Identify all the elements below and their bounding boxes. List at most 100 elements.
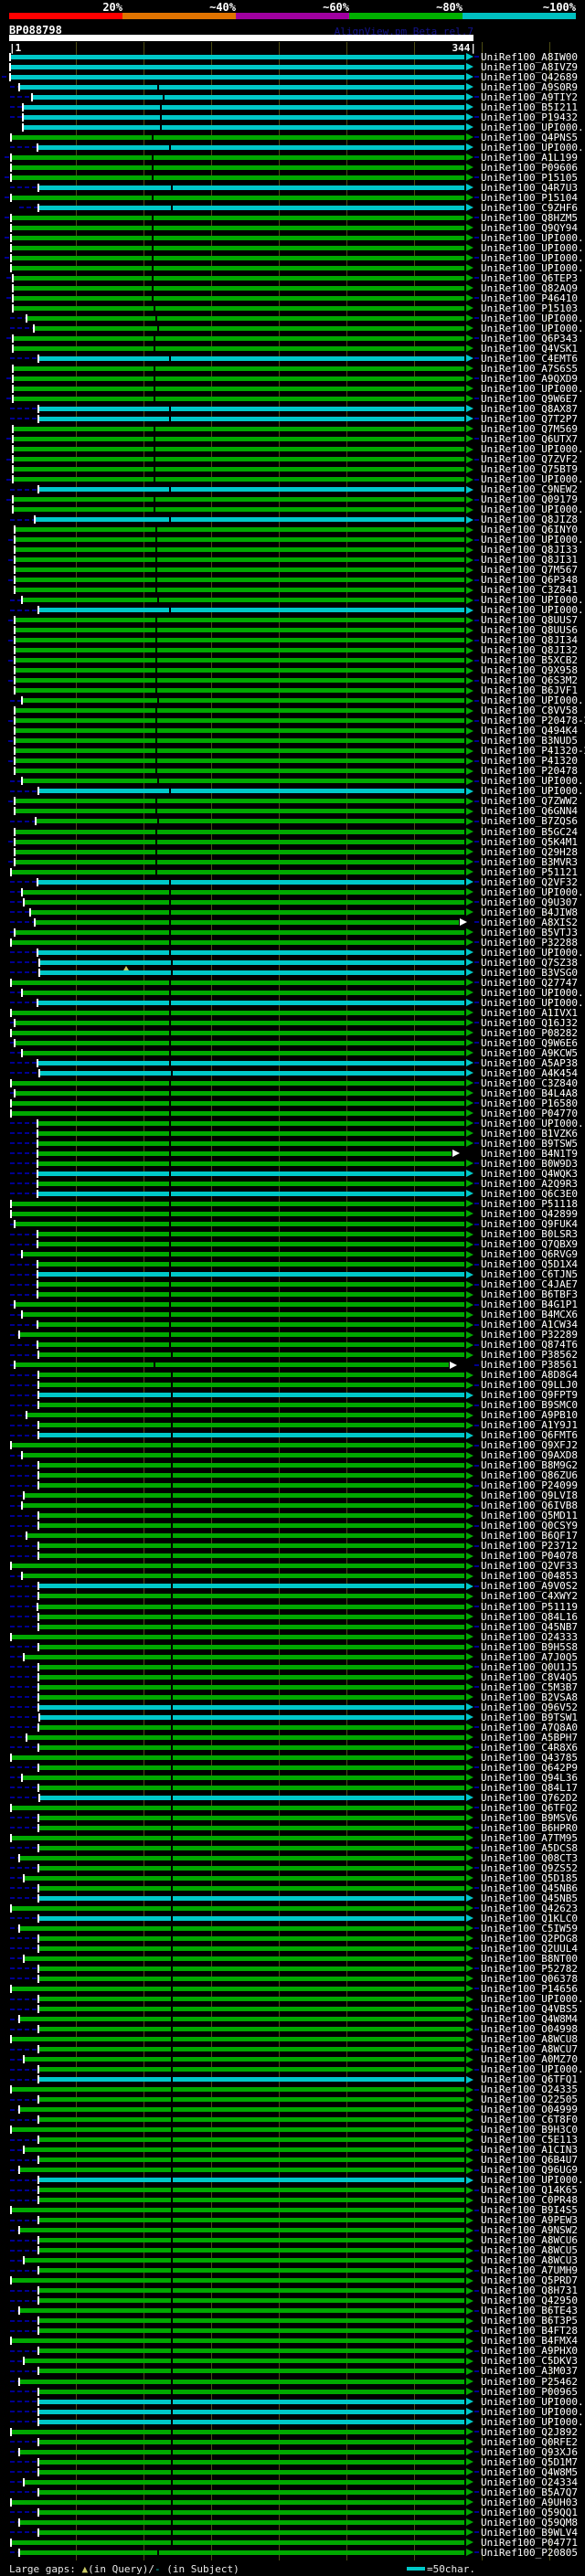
hit-label[interactable]: UniRef100_Q874T6	[481, 1339, 578, 1352]
alignment-bar[interactable]	[39, 2469, 464, 2475]
alignment-bar[interactable]	[38, 1140, 464, 1146]
hit-label[interactable]: UniRef100_UPI000..	[481, 251, 585, 264]
alignment-bar[interactable]	[39, 1614, 464, 1619]
hit-label[interactable]: UniRef100_UPI000..	[481, 1117, 585, 1129]
alignment-bar[interactable]	[39, 2218, 464, 2223]
alignment-bar[interactable]	[23, 1252, 464, 1257]
alignment-bar[interactable]	[12, 134, 464, 140]
alignment-bar[interactable]	[11, 54, 464, 59]
hit-label[interactable]: UniRef100_Q6P348	[481, 574, 578, 587]
hit-label[interactable]: UniRef100_Q7ZVF2	[481, 453, 578, 466]
alignment-bar[interactable]	[39, 2117, 464, 2123]
hit-label[interactable]: UniRef100_P51121	[481, 865, 578, 878]
alignment-bar[interactable]	[23, 1574, 464, 1579]
alignment-bar[interactable]	[38, 1282, 464, 1288]
alignment-bar[interactable]	[39, 1724, 464, 1730]
hit-label[interactable]: UniRef100_P20478	[481, 765, 578, 778]
alignment-bar[interactable]	[39, 2298, 464, 2304]
alignment-bar[interactable]	[20, 2107, 464, 2113]
alignment-bar[interactable]	[12, 1443, 464, 1448]
hit-label[interactable]: UniRef100_A9QXD9	[481, 372, 578, 385]
alignment-bar[interactable]	[14, 396, 464, 401]
alignment-bar[interactable]	[20, 1925, 464, 1931]
hit-label[interactable]: UniRef100_P38561	[481, 1359, 578, 1372]
hit-label[interactable]: UniRef100_Q6FMT6	[481, 1429, 578, 1442]
alignment-bar[interactable]	[12, 2278, 464, 2284]
alignment-bar[interactable]	[39, 1785, 464, 1790]
alignment-bar[interactable]	[12, 1201, 464, 1206]
hit-label[interactable]: UniRef100_UPI000..	[481, 141, 585, 154]
alignment-bar[interactable]	[39, 1584, 464, 1589]
alignment-bar[interactable]	[38, 1232, 464, 1237]
hit-label[interactable]: UniRef100_A8WCU5	[481, 2244, 578, 2257]
hit-label[interactable]: UniRef100_Q9W6E6	[481, 1036, 578, 1049]
alignment-bar[interactable]	[12, 2499, 464, 2505]
hit-label[interactable]: UniRef100_A8IVZ9	[481, 60, 578, 73]
hit-label[interactable]: UniRef100_A7Q8A0	[481, 1721, 578, 1733]
alignment-bar[interactable]	[16, 537, 464, 543]
alignment-bar[interactable]	[16, 588, 464, 593]
alignment-bar[interactable]	[20, 1332, 464, 1338]
hit-label[interactable]: UniRef100_Q6TFQ1	[481, 2073, 578, 2086]
alignment-bar[interactable]	[23, 889, 464, 895]
hit-label[interactable]: UniRef100_Q7SZ38	[481, 956, 578, 969]
alignment-bar[interactable]	[14, 285, 464, 291]
hit-label[interactable]: UniRef100_Q09179	[481, 493, 578, 506]
hit-label[interactable]: UniRef100_B4MCX6	[481, 1309, 578, 1321]
alignment-bar[interactable]	[20, 2379, 464, 2384]
alignment-bar[interactable]	[39, 1704, 464, 1710]
hit-label[interactable]: UniRef100_C5E113	[481, 2134, 578, 2147]
hit-label[interactable]: UniRef100_P04078	[481, 1550, 578, 1563]
alignment-bar[interactable]	[27, 1413, 464, 1418]
hit-label[interactable]: UniRef100_Q7QBX9	[481, 1238, 578, 1251]
alignment-bar[interactable]	[20, 2549, 464, 2555]
hit-label[interactable]: UniRef100_UPI000..	[481, 885, 585, 898]
alignment-bar[interactable]	[39, 1473, 464, 1479]
hit-label[interactable]: UniRef100_Q9FPT9	[481, 1389, 578, 1402]
hit-label[interactable]: UniRef100_B9TSW1	[481, 1711, 578, 1723]
hit-label[interactable]: UniRef100_UPI000..	[481, 694, 585, 707]
alignment-bar[interactable]	[20, 84, 464, 90]
alignment-bar[interactable]	[39, 1594, 464, 1599]
alignment-bar[interactable]	[23, 698, 464, 704]
hit-label[interactable]: UniRef100_B9WLV4	[481, 2526, 578, 2539]
hit-label[interactable]: UniRef100_Q2UUL4	[481, 1942, 578, 1955]
hit-label[interactable]: UniRef100_P19432	[481, 111, 578, 123]
alignment-bar[interactable]	[39, 487, 464, 493]
hit-label[interactable]: UniRef100_P04770	[481, 1107, 578, 1119]
alignment-bar[interactable]	[40, 1714, 464, 1720]
hit-label[interactable]: UniRef100_B4FT28	[481, 2325, 578, 2337]
hit-label[interactable]: UniRef100_Q6P343	[481, 332, 578, 345]
hit-label[interactable]: UniRef100_B6HPR0	[481, 1821, 578, 1834]
hit-label[interactable]: UniRef100_A5DCS8	[481, 1841, 578, 1854]
alignment-bar[interactable]	[38, 1292, 464, 1298]
alignment-bar[interactable]	[16, 668, 464, 673]
alignment-bar[interactable]	[14, 507, 464, 513]
hit-label[interactable]: UniRef100_P38562	[481, 1349, 578, 1362]
hit-label[interactable]: UniRef100_Q7M567	[481, 564, 578, 577]
alignment-bar[interactable]	[12, 215, 464, 220]
alignment-bar[interactable]	[12, 154, 464, 160]
hit-label[interactable]: UniRef100_Q14K65	[481, 2184, 578, 2197]
hit-label[interactable]: UniRef100_C8VV58	[481, 705, 578, 717]
hit-label[interactable]: UniRef100_B1VZK6	[481, 1127, 578, 1140]
alignment-bar[interactable]	[39, 406, 464, 411]
hit-label[interactable]: UniRef100_A8WCU8	[481, 2033, 578, 2046]
alignment-bar[interactable]	[39, 2137, 464, 2143]
hit-label[interactable]: UniRef100_P09606	[481, 161, 578, 174]
alignment-bar[interactable]	[39, 2369, 464, 2374]
hit-label[interactable]: UniRef100_Q8JIZ8	[481, 514, 578, 526]
hit-label[interactable]: UniRef100_UPI000..	[481, 594, 585, 607]
hit-label[interactable]: UniRef100_B7ZQS6	[481, 815, 578, 828]
hit-label[interactable]: UniRef100_A9NSW2	[481, 2224, 578, 2237]
alignment-bar[interactable]	[25, 1875, 464, 1881]
alignment-bar[interactable]	[38, 1322, 464, 1328]
alignment-bar[interactable]	[39, 1694, 464, 1700]
hit-label[interactable]: UniRef100_A9PEW3	[481, 2214, 578, 2227]
alignment-bar[interactable]	[16, 527, 464, 533]
hit-label[interactable]: UniRef100_A9TIY2	[481, 90, 578, 103]
alignment-bar[interactable]	[38, 1181, 464, 1186]
alignment-bar[interactable]	[14, 366, 464, 371]
alignment-bar[interactable]	[12, 980, 464, 985]
hit-label[interactable]: UniRef100_Q8JI34	[481, 634, 578, 647]
